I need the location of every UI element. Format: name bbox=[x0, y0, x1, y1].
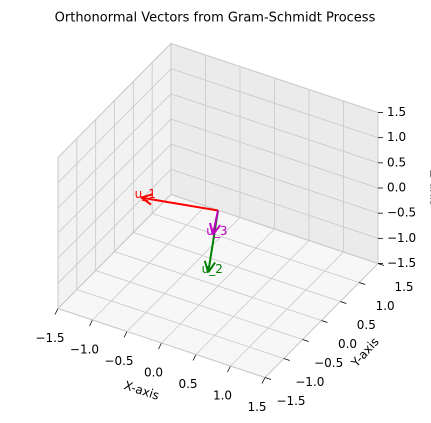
x-tick-label: 1.0 bbox=[213, 389, 232, 403]
grid-line bbox=[114, 251, 322, 321]
grid-line bbox=[170, 143, 379, 214]
arrowhead bbox=[209, 222, 214, 235]
x-tick-label: −1.5 bbox=[35, 331, 64, 345]
z-tick-label: −1.0 bbox=[387, 231, 416, 245]
z-tick-label: −1.5 bbox=[387, 256, 416, 270]
vector-label: u_3 bbox=[206, 224, 227, 238]
z-axis-label: Z-axis bbox=[428, 170, 431, 206]
y-tick-label: 1.0 bbox=[376, 299, 395, 313]
x-tick-label: −0.5 bbox=[104, 354, 133, 368]
y-tick-label: −0.5 bbox=[314, 356, 343, 370]
vector bbox=[141, 196, 219, 212]
grid-line bbox=[57, 93, 172, 209]
grid-line bbox=[95, 270, 303, 340]
grid-line bbox=[170, 93, 379, 164]
y-tick-label: 0.5 bbox=[357, 318, 376, 332]
z-tick-label: 1.5 bbox=[387, 105, 406, 119]
z-tick-label: 0.5 bbox=[387, 155, 406, 169]
arrowhead bbox=[207, 261, 216, 273]
grid-line bbox=[57, 308, 266, 378]
grid-line bbox=[57, 118, 172, 234]
y-tick-label: −1.0 bbox=[295, 375, 324, 389]
grid-line bbox=[170, 194, 379, 264]
grid-line bbox=[57, 169, 172, 284]
chart-title: Orthonormal Vectors from Gram-Schmidt Pr… bbox=[55, 11, 376, 26]
tick-mark bbox=[340, 301, 347, 304]
vector-label: u_1 bbox=[135, 187, 156, 201]
grid-line bbox=[76, 289, 284, 359]
x-tick-label: 0.0 bbox=[144, 366, 163, 380]
grid-line bbox=[57, 194, 172, 309]
grid-line bbox=[133, 232, 341, 302]
z-tick-label: 1.0 bbox=[387, 130, 406, 144]
grid-line bbox=[152, 213, 360, 283]
arrowhead bbox=[203, 260, 210, 273]
y-tick-label: 1.5 bbox=[394, 280, 413, 294]
z-tick-label: −0.5 bbox=[387, 206, 416, 220]
tick-mark bbox=[227, 365, 231, 373]
grid-line bbox=[57, 68, 172, 183]
grid-line bbox=[170, 43, 379, 113]
tick-mark bbox=[283, 358, 290, 361]
tick-mark bbox=[321, 320, 328, 323]
grid-line bbox=[170, 118, 379, 189]
arrowhead bbox=[140, 196, 152, 206]
z-tick-label: 0.0 bbox=[387, 181, 406, 195]
vector bbox=[211, 210, 219, 235]
arrowhead bbox=[212, 224, 222, 236]
grid-line bbox=[57, 143, 172, 259]
tick-mark bbox=[123, 331, 128, 338]
tick-mark bbox=[264, 377, 272, 380]
tick-mark bbox=[158, 342, 162, 350]
x-tick-label: 0.5 bbox=[178, 377, 197, 391]
tick-mark bbox=[192, 354, 197, 361]
tick-mark bbox=[359, 282, 366, 285]
grid-line bbox=[170, 68, 379, 139]
x-axis-label: X-axis bbox=[122, 378, 161, 402]
vector-label: u_2 bbox=[202, 262, 223, 276]
grid-line bbox=[57, 43, 172, 158]
y-tick-label: −1.5 bbox=[276, 394, 305, 408]
arrowhead bbox=[140, 193, 154, 199]
tick-mark bbox=[302, 339, 309, 342]
tick-mark bbox=[261, 377, 266, 384]
x-tick-label: 1.5 bbox=[247, 400, 266, 414]
y-tick-label: 0.0 bbox=[338, 337, 357, 351]
x-tick-label: −1.0 bbox=[70, 343, 99, 357]
grid-line bbox=[170, 168, 379, 239]
tick-mark bbox=[89, 319, 93, 327]
tick-mark bbox=[54, 308, 59, 315]
